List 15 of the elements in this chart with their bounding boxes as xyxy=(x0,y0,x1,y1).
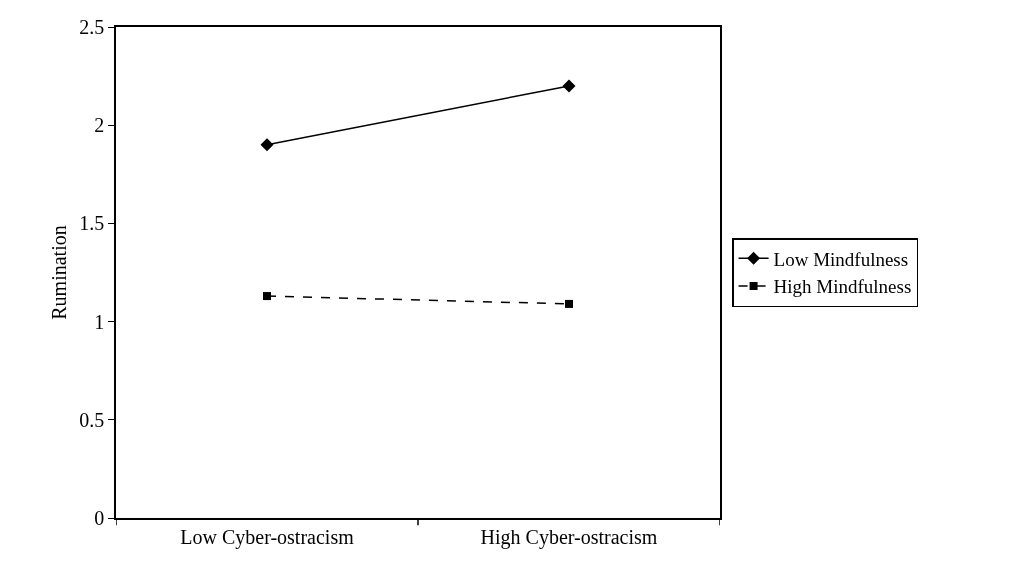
y-tick-label: 1.5 xyxy=(79,212,105,235)
y-tick-label: 2.5 xyxy=(79,16,105,38)
y-tick-label: 0 xyxy=(94,507,105,529)
legend-label: Low Mindfulness xyxy=(773,248,909,270)
point xyxy=(562,79,576,93)
y-tick-label: 0.5 xyxy=(79,408,105,431)
point xyxy=(263,292,271,301)
y-tick-label: 1 xyxy=(94,310,105,333)
legend-label: High Mindfulness xyxy=(773,276,912,298)
point xyxy=(565,299,573,308)
point xyxy=(260,138,274,152)
x-tick-label: Low Cyber-ostracism xyxy=(180,525,355,549)
y-axis-title: Rumination xyxy=(47,225,70,320)
y-tick-label: 2 xyxy=(94,114,105,137)
x-tick-label: High Cyber-ostracism xyxy=(480,525,658,549)
